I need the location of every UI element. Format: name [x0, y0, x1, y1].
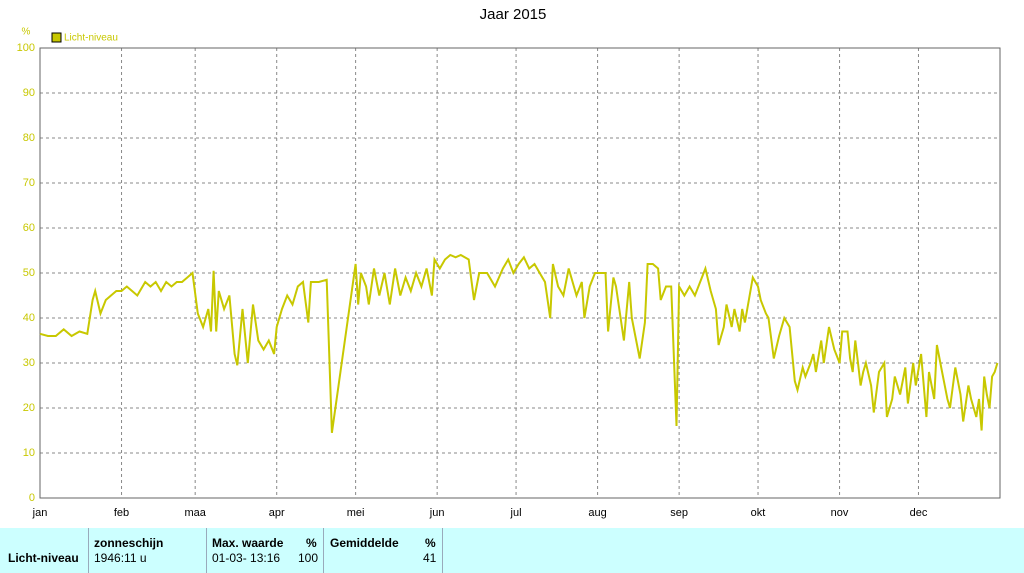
x-tick-label: nov	[831, 507, 849, 519]
cell: 41	[423, 551, 437, 565]
y-tick-label: 30	[23, 357, 35, 369]
x-tick-label: okt	[751, 507, 766, 519]
x-tick-label: jul	[510, 507, 522, 519]
chart-title: Jaar 2015	[480, 6, 547, 23]
x-tick-label: aug	[588, 507, 606, 519]
y-tick-label: 0	[29, 492, 35, 504]
header-cell: Gemiddelde	[330, 536, 399, 550]
cell: 1946:11 u	[94, 551, 147, 565]
x-tick-label: jan	[32, 507, 48, 519]
legend-swatch	[51, 32, 62, 43]
y-tick-label: 50	[23, 267, 35, 279]
column-separator	[206, 528, 207, 573]
x-tick-label: mei	[347, 507, 365, 519]
column-separator	[88, 528, 89, 573]
header-cell: %	[425, 536, 436, 550]
x-tick-label: apr	[269, 507, 285, 519]
header-cell: Max. waarde	[212, 536, 284, 550]
column-separator	[442, 528, 443, 573]
y-tick-label: 60	[23, 222, 35, 234]
y-tick-label: 20	[23, 402, 35, 414]
y-tick-label: 40	[23, 312, 35, 324]
y-tick-label: 90	[23, 87, 35, 99]
x-tick-label: feb	[114, 507, 129, 519]
column-separator	[323, 528, 324, 573]
y-tick-label: 70	[23, 177, 35, 189]
data-line	[39, 253, 999, 433]
legend-label: Licht-niveau	[64, 33, 118, 44]
row-label: Licht-niveau	[8, 551, 79, 565]
chart: Jaar 2015 % 0 10 20 30 40 50 60 70 80 90 100 jan feb…	[17, 6, 1001, 519]
y-axis-label: %	[22, 27, 31, 38]
cell: 01-03- 13:16	[212, 551, 281, 565]
header-cell: zonneschijn	[94, 536, 164, 550]
y-tick-label: 100	[17, 42, 35, 54]
x-tick-label: sep	[670, 507, 688, 519]
y-tick-label: 80	[23, 132, 35, 144]
header-cell: %	[306, 536, 317, 550]
cell: 100	[298, 551, 319, 565]
plot-frame	[39, 47, 1001, 499]
x-tick-label: maa	[184, 507, 206, 519]
x-tick-label: dec	[910, 507, 928, 519]
y-tick-label: 10	[23, 447, 35, 459]
summary-table: zonneschijn Max. waarde % Gemiddelde % L…	[0, 528, 1024, 573]
x-tick-label: jun	[429, 507, 445, 519]
